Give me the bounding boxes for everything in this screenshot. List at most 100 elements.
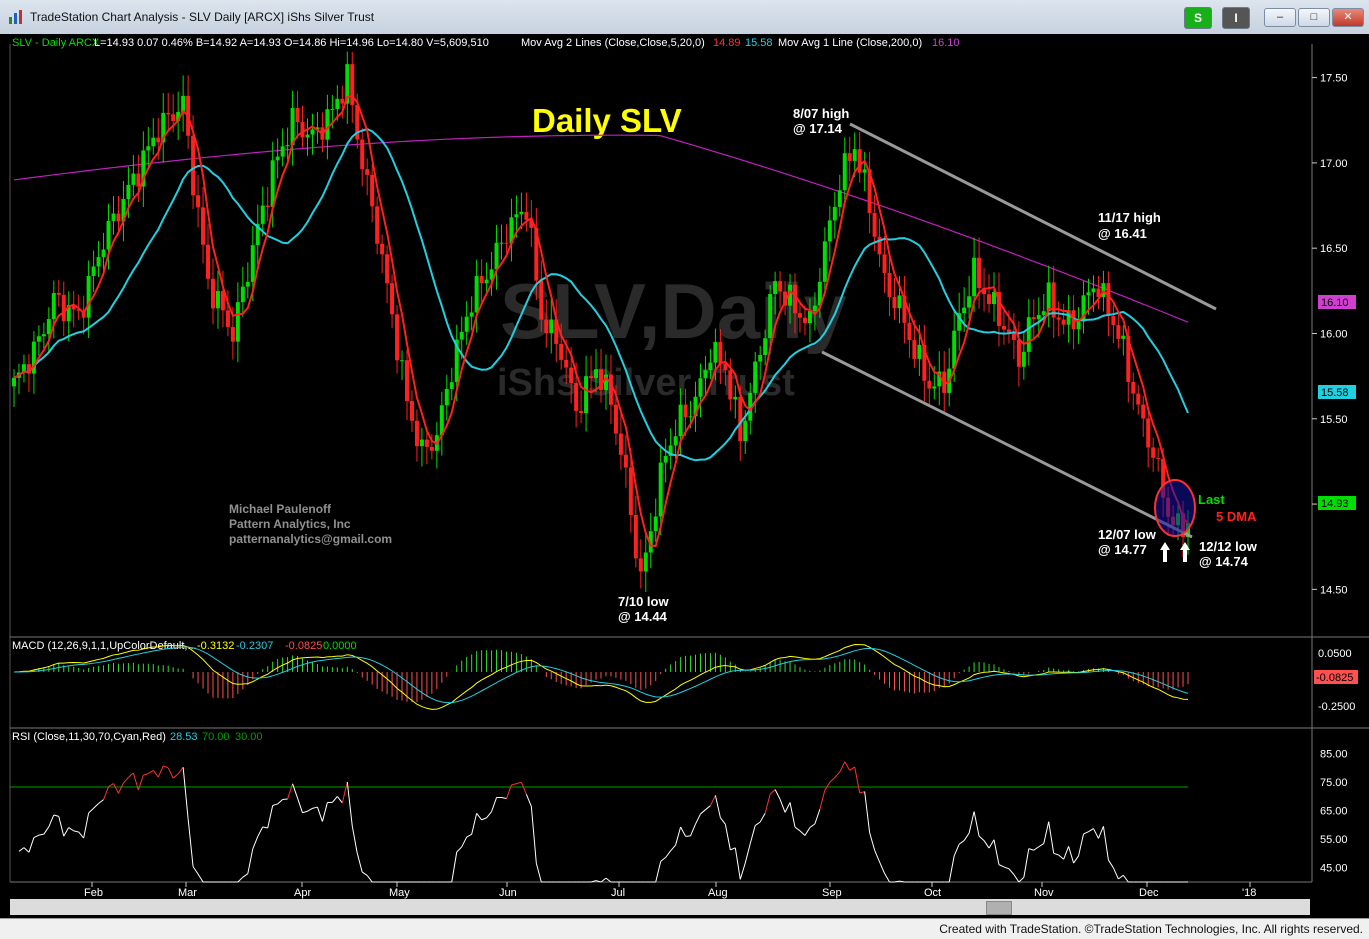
candle-body <box>415 421 419 446</box>
candle-body <box>514 214 518 217</box>
tradestation-app-icon <box>8 9 24 25</box>
candle-body <box>1002 326 1006 330</box>
candle-body <box>1077 321 1081 329</box>
candle-body <box>420 440 424 447</box>
candle-body <box>679 405 683 437</box>
macd-value-1: -0.3132 <box>197 640 234 652</box>
candle-body <box>674 436 678 445</box>
annotation-nov-high-label: 11/17 high <box>1098 210 1161 225</box>
candle-body <box>1007 330 1011 333</box>
candle-body <box>907 323 911 340</box>
minimize-button[interactable]: – <box>1264 8 1296 27</box>
ma1-label: Mov Avg 1 Line (Close,200,0) <box>778 37 922 49</box>
candle-body <box>136 173 140 186</box>
candle-body <box>579 411 583 413</box>
candle-body <box>395 314 399 360</box>
macd-value-2: -0.2307 <box>236 640 273 652</box>
candle-body <box>977 258 981 288</box>
badge-ma200-text: 16.10 <box>1321 297 1349 309</box>
time-tick-label: Nov <box>1034 887 1054 899</box>
candle-body <box>609 375 613 405</box>
maximize-button[interactable]: □ <box>1298 8 1330 27</box>
candle-body <box>241 287 245 303</box>
candle-body <box>917 345 921 359</box>
candle-body <box>833 207 837 221</box>
candle-body <box>927 381 931 389</box>
candle-body <box>166 113 170 114</box>
candle-body <box>47 319 51 334</box>
candle-body <box>12 378 16 387</box>
candle-body <box>62 295 66 321</box>
candle-body <box>853 149 857 161</box>
annotation-dec07-low-value: @ 14.77 <box>1098 542 1147 557</box>
candle-body <box>883 254 887 273</box>
candle-body <box>1057 318 1061 320</box>
close-button[interactable]: ✕ <box>1332 8 1364 27</box>
candle-body <box>430 447 434 451</box>
annotation-dec07-low-label: 12/07 low <box>1098 527 1157 542</box>
indicator-i-button[interactable]: I <box>1222 7 1250 29</box>
candle-body <box>1042 311 1046 315</box>
credit-email: patternanalytics@gmail.com <box>229 532 392 546</box>
candle-body <box>37 336 41 341</box>
annotation-aug-high-value: @ 17.14 <box>793 121 843 136</box>
macd-tick-2: -0.2500 <box>1318 701 1355 713</box>
candle-body <box>1116 325 1120 339</box>
footer-credit: Created with TradeStation. ©TradeStation… <box>939 922 1363 936</box>
rsi-tick-label: 55.00 <box>1320 834 1348 846</box>
candle-body <box>629 468 633 515</box>
candle-body <box>763 338 767 355</box>
candle-body <box>480 276 484 283</box>
candle-body <box>87 276 91 318</box>
candle-body <box>549 319 553 333</box>
candle-body <box>365 169 369 175</box>
candle-body <box>738 397 742 441</box>
highlight-ellipse <box>1155 480 1195 536</box>
candle-body <box>564 360 568 368</box>
rsi-label: RSI (Close,11,30,70,Cyan,Red) <box>12 731 166 743</box>
candle-body <box>544 320 548 334</box>
candle-body <box>654 517 658 532</box>
candle-body <box>375 206 379 243</box>
candle-body <box>57 293 61 295</box>
window-titlebar: TradeStation Chart Analysis - SLV Daily … <box>0 0 1369 35</box>
candle-body <box>1131 382 1135 394</box>
badge-ma20-text: 15.58 <box>1321 387 1349 399</box>
candle-body <box>634 515 638 558</box>
candle-body <box>1136 394 1140 405</box>
horizontal-scrollbar[interactable] <box>10 899 1310 915</box>
rsi-tick-label: 85.00 <box>1320 749 1348 761</box>
candle-body <box>987 294 991 304</box>
candle-body <box>828 220 832 241</box>
time-tick-label: Mar <box>178 887 197 899</box>
candle-body <box>1121 336 1125 339</box>
candle-body <box>614 405 618 434</box>
candle-body <box>465 317 469 332</box>
candle-body <box>181 96 185 112</box>
candle-body <box>360 139 364 169</box>
chart-area: SLV,Daily iShs Silver Trust SLV - Daily … <box>0 34 1369 900</box>
ma2-label: Mov Avg 2 Lines (Close,Close,5,20,0) <box>521 37 705 49</box>
scroll-thumb[interactable] <box>986 901 1012 915</box>
rsi-value-2: 70.00 <box>202 731 230 743</box>
candle-body <box>370 175 374 206</box>
rsi-tick-label: 65.00 <box>1320 806 1348 818</box>
candle-body <box>246 282 250 287</box>
price-tick-label: 14.50 <box>1320 584 1348 596</box>
candle-body <box>753 362 757 393</box>
candle-body <box>539 281 543 320</box>
candle-body <box>206 245 210 279</box>
candle-body <box>589 376 593 378</box>
strategy-s-button[interactable]: S <box>1184 7 1212 29</box>
candle-body <box>644 552 648 571</box>
candle-body <box>659 463 663 517</box>
candle-body <box>306 135 310 138</box>
candle-body <box>251 245 255 282</box>
candle-body <box>42 334 46 336</box>
candle-body <box>191 136 195 195</box>
annotation-dec12-low-label: 12/12 low <box>1199 539 1258 554</box>
macd-value-4: 0.0000 <box>323 640 357 652</box>
candle-body <box>888 273 892 297</box>
candle-body <box>231 327 235 342</box>
candle-body <box>858 149 862 173</box>
